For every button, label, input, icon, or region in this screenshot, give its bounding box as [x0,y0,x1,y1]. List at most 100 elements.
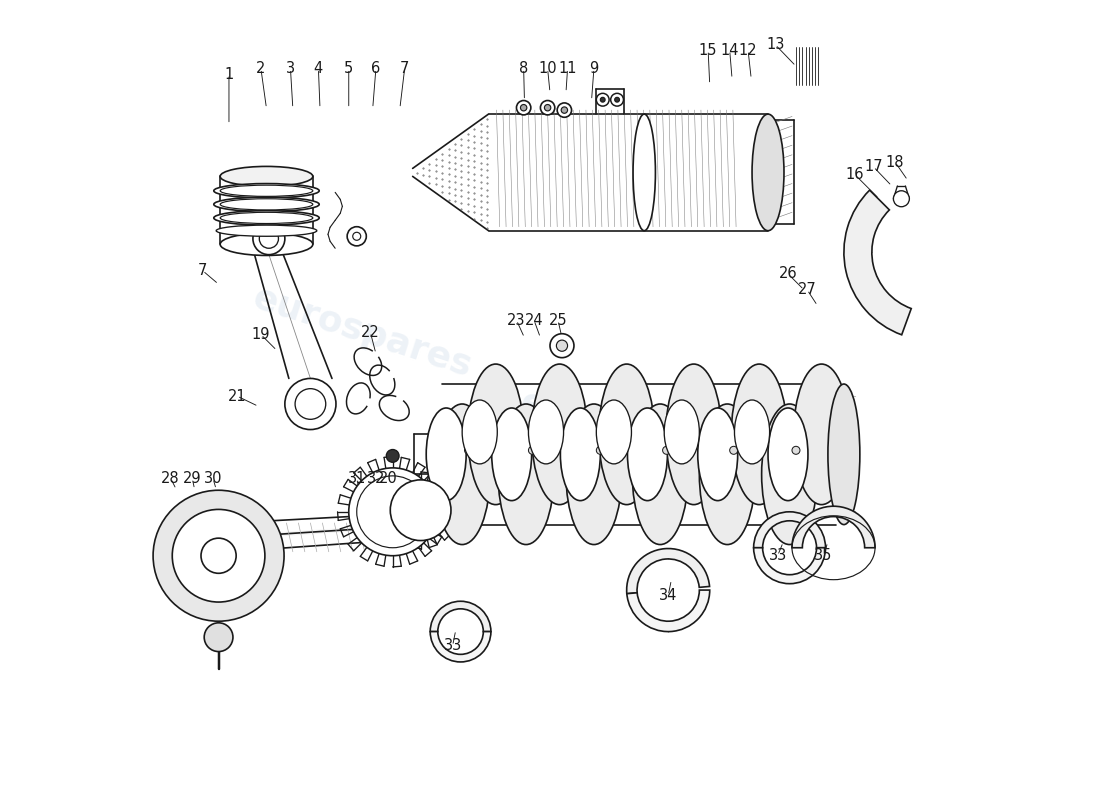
Text: 32: 32 [366,470,385,486]
Text: 26: 26 [779,266,798,282]
Circle shape [550,334,574,358]
Ellipse shape [697,408,738,501]
Circle shape [662,446,671,454]
Wedge shape [754,512,825,548]
Text: 13: 13 [766,37,784,52]
Text: 35: 35 [814,548,833,563]
Text: 34: 34 [659,588,678,603]
Circle shape [173,510,265,602]
Text: 2: 2 [256,61,265,76]
Text: 7: 7 [400,61,409,76]
Text: 25: 25 [549,313,568,328]
Wedge shape [430,631,491,662]
Text: 6: 6 [372,61,381,76]
Circle shape [390,480,451,541]
Text: 14: 14 [720,42,739,58]
Text: 21: 21 [228,389,246,403]
Ellipse shape [220,185,312,196]
Text: 30: 30 [204,470,222,486]
Circle shape [601,98,605,102]
Text: 22: 22 [361,325,379,340]
Circle shape [348,226,366,246]
Text: 5: 5 [344,61,353,76]
Circle shape [356,476,429,548]
Ellipse shape [634,114,656,230]
Circle shape [520,105,527,111]
Wedge shape [792,506,875,548]
Ellipse shape [752,114,784,230]
Ellipse shape [492,408,531,501]
Ellipse shape [732,364,788,505]
Circle shape [596,446,604,454]
Text: 27: 27 [798,282,816,298]
Text: 12: 12 [739,42,758,58]
Ellipse shape [426,408,466,501]
Ellipse shape [462,400,497,464]
Circle shape [792,446,800,454]
Wedge shape [754,548,825,584]
Ellipse shape [217,225,317,236]
Ellipse shape [627,408,668,501]
Circle shape [285,378,336,430]
Circle shape [201,538,236,574]
Ellipse shape [220,233,312,255]
Wedge shape [627,549,710,594]
Text: 29: 29 [183,470,201,486]
Wedge shape [430,602,491,631]
Text: 18: 18 [886,154,904,170]
Text: 19: 19 [252,327,271,342]
Circle shape [295,389,326,419]
Circle shape [558,103,572,118]
Ellipse shape [768,408,808,501]
Text: 17: 17 [865,159,882,174]
Text: 9: 9 [590,61,598,76]
Circle shape [893,190,910,206]
Text: 33: 33 [769,548,786,563]
Ellipse shape [632,404,689,545]
Ellipse shape [468,364,524,505]
Text: 28: 28 [162,470,180,486]
Circle shape [517,101,531,115]
Text: 3: 3 [286,61,295,76]
Ellipse shape [531,364,587,505]
Wedge shape [844,190,911,335]
Circle shape [596,94,609,106]
Circle shape [260,229,278,248]
Circle shape [557,340,568,351]
Text: 31: 31 [348,470,366,486]
Circle shape [615,98,619,102]
Ellipse shape [828,384,860,525]
Circle shape [349,468,437,556]
Circle shape [540,101,554,115]
Text: 15: 15 [698,42,717,58]
Ellipse shape [220,198,312,210]
Ellipse shape [596,400,631,464]
Circle shape [528,446,537,454]
Ellipse shape [761,404,817,545]
Ellipse shape [735,400,770,464]
Circle shape [729,446,738,454]
Text: 20: 20 [379,470,398,486]
Ellipse shape [666,364,722,505]
Circle shape [610,94,624,106]
Ellipse shape [213,210,319,225]
Text: 4: 4 [314,61,323,76]
Ellipse shape [434,404,491,545]
Wedge shape [627,590,710,631]
Ellipse shape [213,197,319,211]
Ellipse shape [664,400,700,464]
Text: 24: 24 [525,313,543,328]
Text: eurospares: eurospares [516,385,744,487]
Text: 7: 7 [198,263,207,278]
Ellipse shape [220,212,312,223]
Circle shape [153,490,284,622]
Circle shape [253,222,285,254]
Text: 8: 8 [519,61,528,76]
Ellipse shape [598,364,654,505]
Text: 10: 10 [538,61,557,76]
Text: 33: 33 [443,638,462,654]
Ellipse shape [220,166,312,186]
Text: 16: 16 [846,167,865,182]
Text: eurospares: eurospares [249,281,476,383]
Ellipse shape [566,404,621,545]
